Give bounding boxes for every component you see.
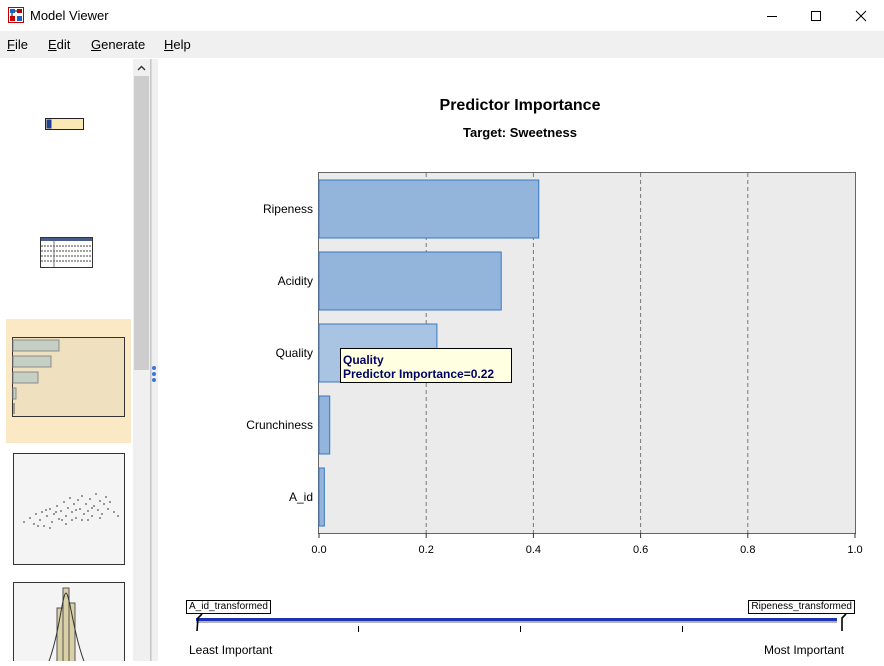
category-labels: Ripeness Acidity Quality Crunchiness A_id — [246, 202, 313, 504]
bar-a-id[interactable] — [318, 467, 325, 527]
scroll-thumb[interactable] — [134, 76, 149, 370]
scroll-up-button[interactable] — [133, 59, 150, 76]
x-tick-label: 0.0 — [311, 544, 326, 556]
thumbnail-scrollbar[interactable] — [133, 59, 150, 661]
splitter-grip-icon — [152, 366, 156, 370]
window-titlebar: Model Viewer — [0, 0, 884, 31]
x-tick-label: 0.2 — [419, 544, 434, 556]
category-label: Crunchiness — [246, 418, 313, 432]
x-tick-label: 0.8 — [740, 544, 755, 556]
menu-help[interactable]: Help — [164, 37, 191, 52]
chart-subtitle: Target: Sweetness — [463, 125, 577, 140]
category-label: Acidity — [278, 274, 313, 288]
predictor-importance-chart: Predictor Importance Target: Sweetness R… — [246, 97, 863, 556]
model-viewer-app-icon — [8, 7, 24, 23]
slider-right-handle[interactable]: Ripeness_transformed — [748, 600, 855, 614]
tooltip-value: Predictor Importance=0.22 — [343, 367, 495, 381]
category-label: A_id — [289, 490, 313, 504]
histogram-thumbnail-icon — [48, 587, 85, 661]
maximize-button[interactable] — [793, 0, 839, 31]
minimize-button[interactable] — [749, 0, 795, 31]
x-axis-ticks: 0.0 0.2 0.4 0.6 0.8 1.0 — [311, 533, 863, 556]
category-label: Quality — [276, 346, 313, 360]
least-important-label: Least Important — [189, 643, 273, 657]
menu-file[interactable]: File — [7, 37, 28, 52]
model-summary-thumbnail-icon — [45, 118, 84, 130]
close-button[interactable] — [838, 0, 884, 31]
close-icon — [855, 10, 867, 21]
bar-crunchiness[interactable] — [318, 395, 331, 455]
menu-generate[interactable]: Generate — [91, 37, 146, 52]
bar-ripeness[interactable] — [318, 179, 540, 239]
bar-chart-thumbnail-icon — [12, 337, 125, 417]
splitter-grip-icon — [152, 372, 156, 376]
bar-acidity[interactable] — [318, 251, 502, 311]
thumbnail-predictor-table[interactable] — [32, 229, 102, 279]
menu-edit[interactable]: Edit — [48, 37, 71, 52]
splitter-grip-icon — [152, 378, 156, 382]
chart-view: Predictor Importance Target: Sweetness R… — [158, 59, 884, 661]
x-tick-label: 0.6 — [633, 544, 648, 556]
table-thumbnail-icon — [40, 237, 93, 268]
view-thumbnail-pane — [2, 59, 151, 661]
category-label: Ripeness — [263, 202, 313, 216]
menu-bar: File Edit Generate Help — [0, 31, 884, 58]
thumbnail-model-summary[interactable] — [32, 99, 102, 149]
window-title: Model Viewer — [30, 8, 109, 23]
x-tick-label: 1.0 — [847, 544, 862, 556]
most-important-label: Most Important — [764, 643, 845, 657]
thumbnail-predictor-importance[interactable] — [6, 319, 131, 443]
importance-slider[interactable]: A_id_transformed Ripeness_transformed — [186, 598, 858, 638]
thumbnail-histogram[interactable] — [13, 582, 125, 661]
slider-left-handle[interactable]: A_id_transformed — [186, 600, 271, 614]
scatter-thumbnail-icon — [23, 493, 119, 529]
chevron-up-icon — [137, 65, 146, 70]
minimize-icon — [767, 15, 777, 17]
bar-tooltip: Quality Predictor Importance=0.22 — [340, 348, 512, 383]
x-tick-label: 0.4 — [526, 544, 541, 556]
chart-title: Predictor Importance — [440, 97, 601, 114]
slider-track — [196, 613, 847, 632]
tooltip-title: Quality — [343, 353, 384, 367]
maximize-icon — [811, 10, 821, 21]
thumbnail-scatterplot[interactable] — [13, 453, 125, 565]
